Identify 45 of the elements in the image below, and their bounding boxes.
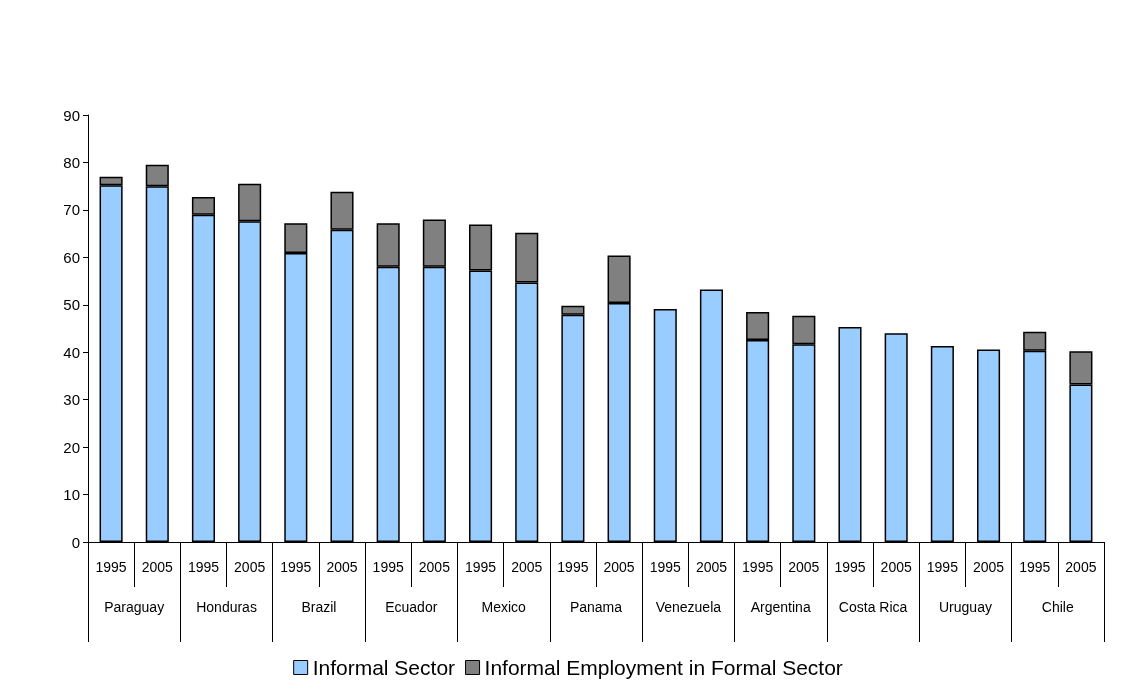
x-tick-label: 2005 — [695, 559, 728, 575]
x-tick-label: 1995 — [1019, 559, 1051, 575]
x-tick-label: 1995 — [372, 559, 404, 575]
x-tick-label: 1995 — [649, 559, 682, 575]
x-tick-label: 1995 — [926, 559, 959, 575]
y-tick-label: 50 — [63, 296, 80, 314]
x-tick-label: 2005 — [880, 559, 912, 575]
text: Argentina — [750, 599, 811, 615]
y-tick-label: 0 — [71, 533, 80, 551]
text: Venezuela — [655, 599, 722, 615]
text: Honduras — [196, 599, 257, 615]
x-tick-label: 2005 — [234, 559, 266, 575]
text: Ecuador — [385, 599, 438, 615]
x-tick-label: 2005 — [511, 559, 543, 575]
y-tick-label: 20 — [63, 438, 80, 456]
x-tick-label: 2005 — [788, 559, 820, 575]
text: Paraguay — [104, 599, 165, 615]
x-tick-label: 1995 — [95, 559, 127, 575]
x-tick-label: 2005 — [326, 559, 358, 575]
x-tick-label: 2005 — [1065, 559, 1097, 575]
x-tick-label: 2005 — [972, 559, 1005, 575]
x-tick-label: 2005 — [603, 559, 635, 575]
y-tick-label: 10 — [63, 486, 80, 504]
x-tick-label: 2005 — [141, 559, 174, 575]
text: Mexico — [481, 599, 527, 615]
y-tick-label: 70 — [63, 201, 80, 219]
text: Chile — [1041, 599, 1074, 615]
x-tick-label: 1995 — [280, 559, 312, 575]
y-tick-label: 80 — [63, 153, 80, 171]
y-tick-label: 60 — [63, 248, 80, 266]
y-tick-label: 40 — [63, 343, 80, 361]
x-tick-label: 1995 — [464, 559, 497, 575]
legend-label: Informal Employment in Formal Sector — [484, 656, 843, 679]
text: Uruguay — [938, 599, 992, 615]
y-tick-label: 90 — [63, 106, 80, 124]
x-tick-label: 1995 — [834, 559, 866, 575]
legend-label: Informal Sector — [312, 656, 456, 679]
text: Costa Rica — [838, 599, 908, 615]
x-tick-label: 1995 — [557, 559, 589, 575]
text: Brazil — [301, 599, 337, 615]
x-tick-label: 1995 — [187, 559, 220, 575]
x-tick-label: 1995 — [742, 559, 774, 575]
text: Panama — [569, 599, 623, 615]
x-tick-label: 2005 — [418, 559, 451, 575]
y-tick-label: 30 — [63, 391, 80, 409]
